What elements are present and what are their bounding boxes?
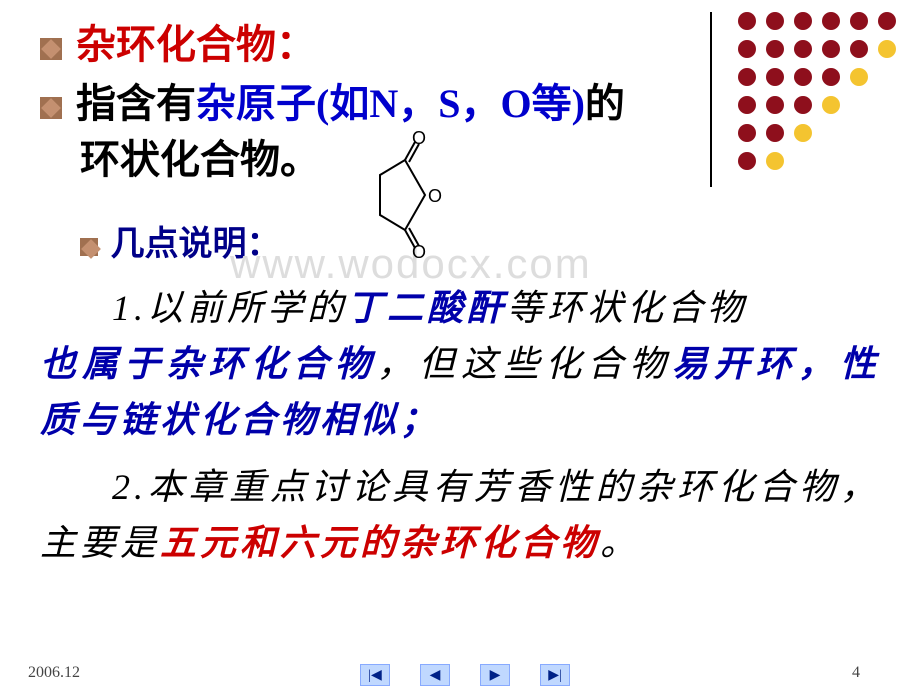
p1-t3: 等环状化合物: [507, 288, 747, 328]
p2-t3: 。: [600, 523, 640, 563]
p1-t1: 1.以前所学的: [112, 288, 347, 328]
nav-buttons: |◀ ◀ ▶ ▶|: [360, 664, 570, 686]
p1-t4: 也属于杂环化合物: [40, 344, 377, 384]
def-prefix: 指含有: [76, 81, 196, 126]
footer-page: 4: [852, 664, 860, 682]
svg-text:O: O: [412, 242, 426, 260]
nav-next[interactable]: ▶: [480, 664, 510, 686]
nav-last[interactable]: ▶|: [540, 664, 570, 686]
chemical-structure: O O O: [350, 130, 450, 260]
def-suffix: 的: [585, 81, 625, 126]
nav-first[interactable]: |◀: [360, 664, 390, 686]
def-line2: 环状化合物。: [80, 137, 320, 182]
point-2: 2.本章重点讨论具有芳香性的杂环化合物，主要是五元和六元的杂环化合物。: [40, 460, 880, 572]
small-bullet-icon: [80, 238, 98, 256]
footer-date: 2006.12: [28, 664, 80, 682]
divider-line: [710, 12, 712, 187]
svg-text:O: O: [412, 130, 426, 148]
p1-t2: 丁二酸酐: [347, 288, 507, 328]
def-heteroatom: 杂原子(如N，S，O等): [196, 81, 585, 126]
nav-prev[interactable]: ◀: [420, 664, 450, 686]
title-text: 杂环化合物：: [76, 22, 316, 67]
p1-t5: ，但这些化合物: [377, 344, 672, 384]
leaf-bullet-icon: [40, 97, 62, 119]
svg-text:O: O: [428, 186, 442, 206]
p2-t2: 五元和六元的杂环化合物: [160, 523, 600, 563]
leaf-bullet-icon: [40, 38, 62, 60]
decorative-dot-grid: [738, 12, 898, 172]
point-1: 1.以前所学的丁二酸酐等环状化合物也属于杂环化合物，但这些化合物易开环，性质与链…: [40, 281, 880, 448]
